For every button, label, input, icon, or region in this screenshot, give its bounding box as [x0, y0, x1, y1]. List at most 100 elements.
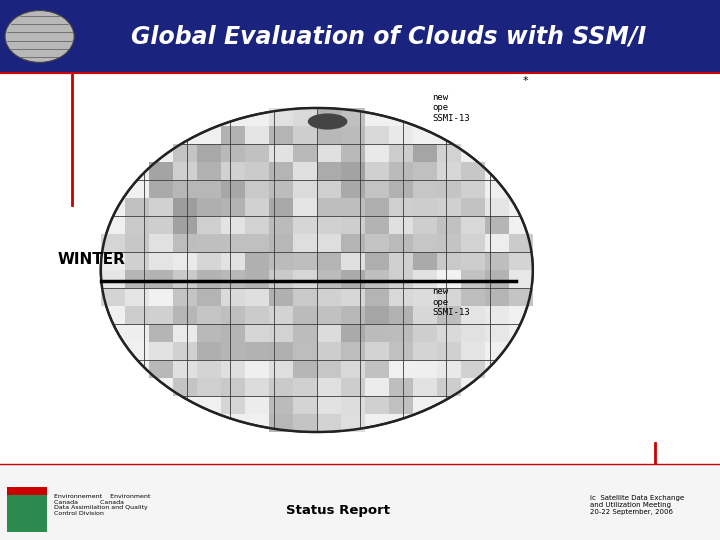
- Bar: [509, 288, 533, 306]
- Bar: [389, 234, 413, 252]
- Bar: [197, 234, 221, 252]
- Bar: [317, 306, 341, 324]
- Bar: [221, 216, 245, 234]
- Bar: [221, 270, 245, 288]
- Bar: [125, 288, 149, 306]
- Bar: [173, 234, 197, 252]
- Bar: [125, 324, 149, 342]
- Bar: [365, 288, 389, 306]
- Bar: [197, 342, 221, 360]
- Bar: [149, 180, 173, 198]
- Bar: [437, 180, 461, 198]
- Bar: [485, 324, 509, 342]
- Bar: [317, 378, 341, 396]
- Bar: [437, 378, 461, 396]
- Bar: [509, 252, 533, 270]
- Bar: [461, 252, 485, 270]
- Bar: [173, 324, 197, 342]
- Bar: [149, 270, 173, 288]
- Bar: [365, 360, 389, 378]
- Bar: [317, 414, 341, 432]
- Bar: [461, 216, 485, 234]
- Bar: [389, 270, 413, 288]
- Bar: [269, 306, 293, 324]
- Bar: [149, 342, 173, 360]
- Bar: [221, 342, 245, 360]
- Bar: [101, 288, 125, 306]
- Bar: [413, 234, 437, 252]
- Bar: [173, 198, 197, 216]
- Bar: [389, 306, 413, 324]
- Bar: [221, 144, 245, 162]
- Bar: [341, 324, 365, 342]
- Bar: [125, 216, 149, 234]
- Bar: [437, 270, 461, 288]
- Bar: [173, 180, 197, 198]
- Bar: [341, 198, 365, 216]
- Bar: [197, 162, 221, 180]
- Bar: [245, 360, 269, 378]
- Bar: [269, 360, 293, 378]
- Bar: [365, 144, 389, 162]
- Bar: [245, 126, 269, 144]
- Bar: [413, 162, 437, 180]
- Bar: [461, 234, 485, 252]
- Text: Status Report: Status Report: [287, 504, 390, 517]
- Bar: [437, 144, 461, 162]
- Bar: [245, 324, 269, 342]
- Bar: [293, 414, 317, 432]
- Bar: [197, 306, 221, 324]
- Bar: [341, 270, 365, 288]
- Bar: [437, 324, 461, 342]
- Bar: [413, 216, 437, 234]
- Bar: [437, 342, 461, 360]
- Bar: [365, 342, 389, 360]
- Bar: [365, 234, 389, 252]
- Bar: [413, 198, 437, 216]
- Bar: [485, 252, 509, 270]
- Bar: [173, 144, 197, 162]
- Text: new
ope
SSMI-13: new ope SSMI-13: [432, 93, 469, 123]
- Bar: [317, 270, 341, 288]
- Bar: [485, 198, 509, 216]
- Bar: [125, 306, 149, 324]
- Bar: [437, 288, 461, 306]
- Bar: [413, 360, 437, 378]
- Bar: [485, 288, 509, 306]
- Bar: [149, 216, 173, 234]
- Bar: [197, 270, 221, 288]
- Bar: [293, 126, 317, 144]
- Bar: [0, 0, 720, 73]
- Bar: [0, 464, 720, 540]
- Bar: [341, 216, 365, 234]
- Bar: [149, 288, 173, 306]
- Bar: [269, 162, 293, 180]
- Bar: [389, 342, 413, 360]
- Bar: [461, 198, 485, 216]
- Ellipse shape: [308, 113, 348, 130]
- Bar: [413, 288, 437, 306]
- Bar: [221, 378, 245, 396]
- Bar: [461, 306, 485, 324]
- Bar: [389, 378, 413, 396]
- Bar: [365, 162, 389, 180]
- Bar: [341, 342, 365, 360]
- Bar: [293, 216, 317, 234]
- Bar: [125, 270, 149, 288]
- Bar: [485, 306, 509, 324]
- Bar: [341, 252, 365, 270]
- Bar: [461, 270, 485, 288]
- Bar: [317, 396, 341, 414]
- Bar: [413, 252, 437, 270]
- Bar: [389, 288, 413, 306]
- Bar: [245, 306, 269, 324]
- Bar: [389, 216, 413, 234]
- Bar: [293, 108, 317, 126]
- Bar: [197, 324, 221, 342]
- Bar: [221, 234, 245, 252]
- Bar: [437, 162, 461, 180]
- Bar: [341, 414, 365, 432]
- Bar: [389, 252, 413, 270]
- Bar: [149, 360, 173, 378]
- Bar: [197, 288, 221, 306]
